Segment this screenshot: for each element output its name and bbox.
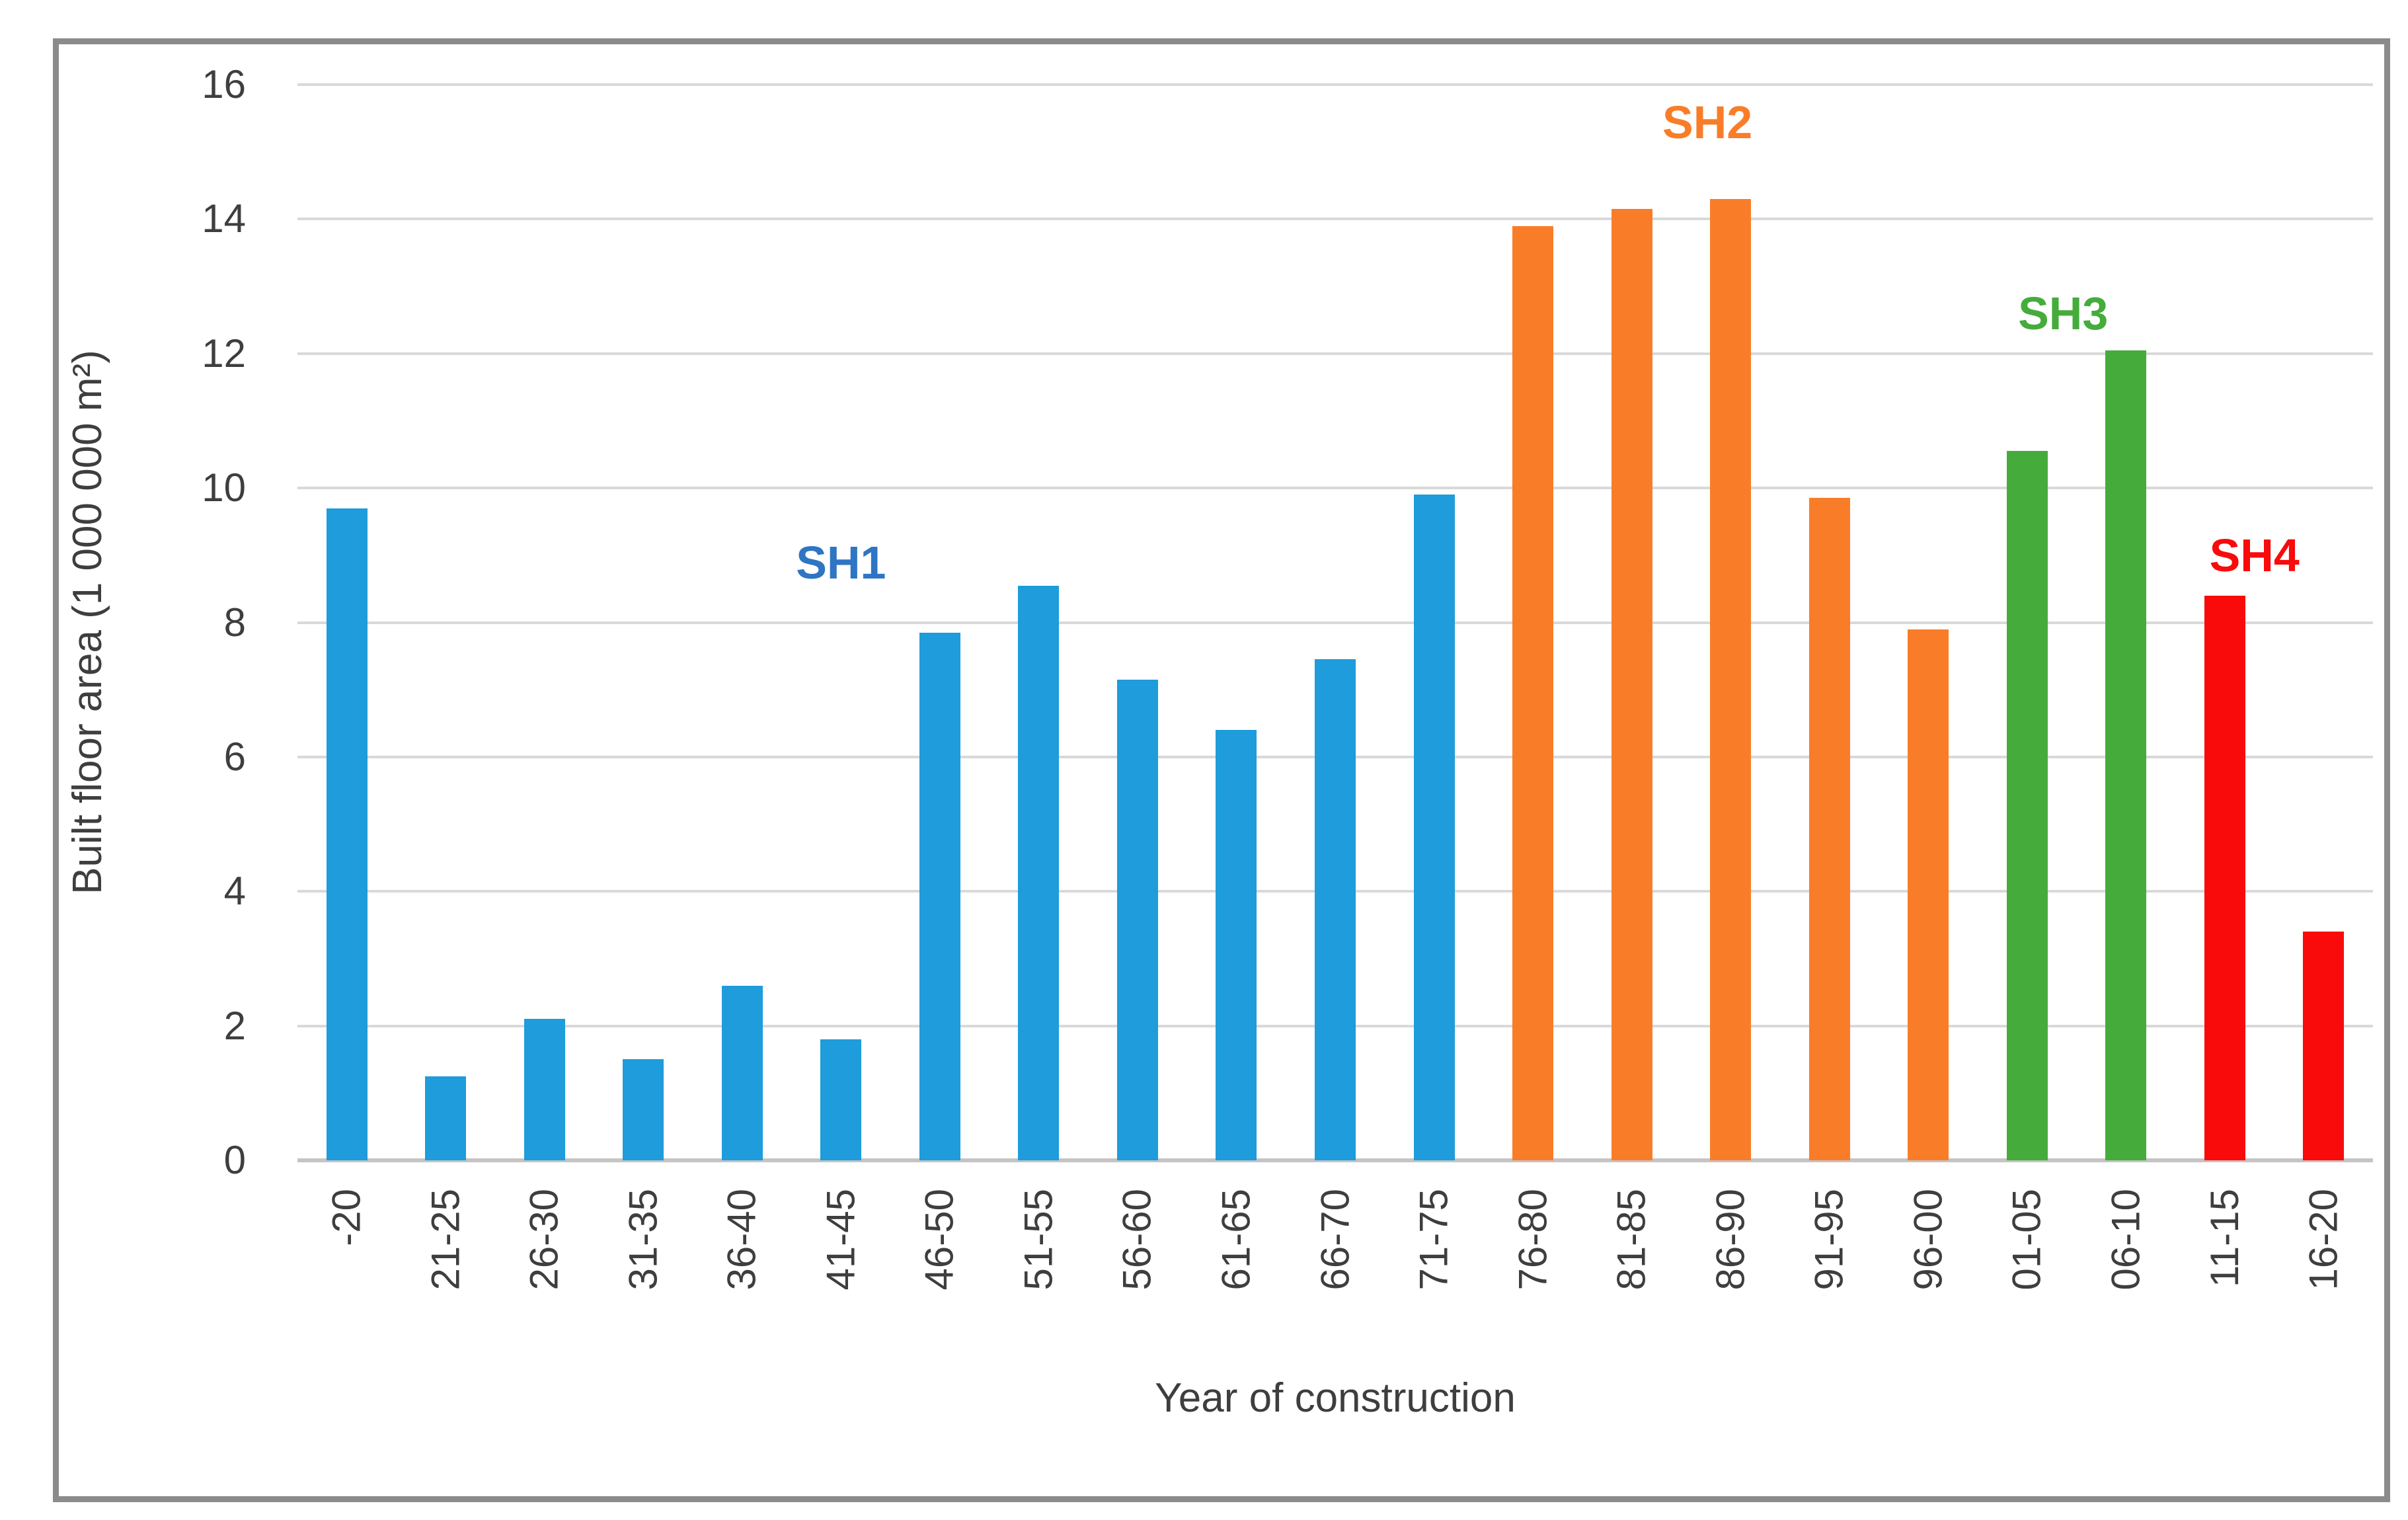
x-tick-label-81-85: 81-85 xyxy=(1609,1189,1654,1291)
x-tick-label-76-80: 76-80 xyxy=(1510,1189,1555,1291)
bar-06-10 xyxy=(2105,350,2147,1160)
x-tick-label-61-65: 61-65 xyxy=(1214,1189,1259,1291)
x-tick-label-06-10: 06-10 xyxy=(2103,1189,2148,1291)
bar-96-00 xyxy=(1908,629,1949,1160)
y-tick-label-12: 12 xyxy=(202,331,246,376)
x-axis-line xyxy=(297,1158,2373,1162)
x-tick-label-66-70: 66-70 xyxy=(1313,1189,1357,1291)
gridline-14 xyxy=(297,218,2373,221)
bar-61-65 xyxy=(1216,730,1257,1160)
x-tick-label-31-35: 31-35 xyxy=(621,1189,666,1291)
y-tick-label-6: 6 xyxy=(223,734,246,779)
series-label-SH4: SH4 xyxy=(2209,530,2300,582)
bar-51-55 xyxy=(1018,585,1060,1160)
gridline-12 xyxy=(297,352,2373,355)
x-tick-label-41-45: 41-45 xyxy=(818,1189,863,1291)
bar-76-80 xyxy=(1512,225,1554,1160)
bar-11-15 xyxy=(2204,595,2245,1160)
bar-46-50 xyxy=(919,632,960,1160)
x-tick-label-96-00: 96-00 xyxy=(1906,1189,1951,1291)
bar-66-70 xyxy=(1315,659,1356,1160)
bar-81-85 xyxy=(1611,209,1652,1160)
series-label-SH1: SH1 xyxy=(796,536,886,588)
x-tick-label--20: -20 xyxy=(324,1189,369,1246)
bar-26-30 xyxy=(524,1019,565,1160)
bar-16-20 xyxy=(2303,932,2345,1160)
y-tick-label-16: 16 xyxy=(202,62,246,106)
x-tick-label-16-20: 16-20 xyxy=(2301,1189,2346,1291)
bar--20 xyxy=(326,508,368,1160)
y-axis-title-text: Built floor area (1 000 000 m²) xyxy=(65,350,110,895)
x-axis-title: Year of construction xyxy=(1155,1375,1516,1421)
bar-86-90 xyxy=(1710,198,1752,1160)
bar-21-25 xyxy=(425,1076,467,1160)
bar-31-35 xyxy=(623,1059,664,1160)
series-label-SH2: SH2 xyxy=(1662,96,1753,148)
x-tick-label-51-55: 51-55 xyxy=(1016,1189,1061,1291)
bar-56-60 xyxy=(1116,679,1158,1160)
gridline-8 xyxy=(297,621,2373,624)
x-tick-label-11-15: 11-15 xyxy=(2202,1189,2247,1288)
gridline-16 xyxy=(297,83,2373,86)
x-tick-label-21-25: 21-25 xyxy=(423,1189,468,1291)
x-tick-label-46-50: 46-50 xyxy=(917,1189,962,1291)
y-tick-label-8: 8 xyxy=(223,600,246,645)
x-tick-label-71-75: 71-75 xyxy=(1411,1189,1456,1291)
bar-01-05 xyxy=(2006,451,2048,1160)
gridline-10 xyxy=(297,487,2373,490)
y-tick-label-10: 10 xyxy=(202,465,246,510)
y-tick-label-2: 2 xyxy=(223,1003,246,1048)
x-tick-label-91-95: 91-95 xyxy=(1806,1189,1851,1291)
x-tick-label-56-60: 56-60 xyxy=(1114,1189,1159,1291)
y-tick-label-4: 4 xyxy=(223,869,246,914)
bar-36-40 xyxy=(721,985,763,1160)
y-tick-label-0: 0 xyxy=(223,1138,246,1182)
bar-91-95 xyxy=(1808,498,1850,1160)
x-tick-label-26-30: 26-30 xyxy=(522,1189,566,1291)
x-tick-label-86-90: 86-90 xyxy=(1708,1189,1753,1291)
bar-71-75 xyxy=(1413,495,1455,1160)
series-label-SH3: SH3 xyxy=(2018,288,2109,340)
x-tick-label-01-05: 01-05 xyxy=(2004,1189,2049,1291)
bar-41-45 xyxy=(820,1039,862,1160)
y-tick-label-14: 14 xyxy=(202,196,246,241)
x-tick-label-36-40: 36-40 xyxy=(719,1189,764,1291)
